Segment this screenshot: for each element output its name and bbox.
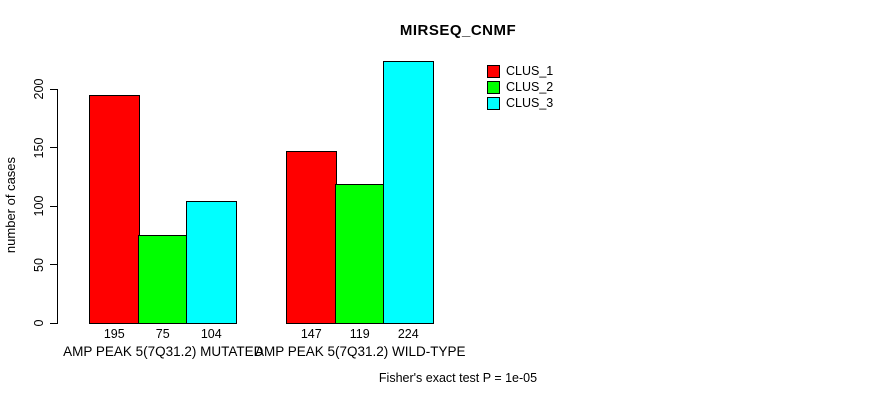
y-tick [50, 322, 57, 324]
legend-label-clus-2: CLUS_2 [506, 80, 554, 94]
bar-clus_2-group1 [137, 235, 188, 324]
bar-clus_3-group1 [186, 201, 237, 324]
y-tick [50, 88, 57, 90]
legend-swatch-clus-2 [487, 81, 500, 94]
y-tick-label: 100 [32, 195, 46, 217]
legend-label-clus-3: CLUS_3 [506, 96, 554, 110]
y-tick-label: 150 [32, 137, 46, 158]
legend-swatch-clus-3 [487, 97, 500, 110]
category-label: AMP PEAK 5(7Q31.2) MUTATED [63, 344, 264, 359]
y-axis-line [57, 89, 58, 324]
bar-value-label: 147 [300, 327, 322, 341]
bar-value-label: 224 [397, 327, 419, 341]
annotation-text: Fisher's exact test P = 1e-05 [378, 371, 538, 385]
legend-label-clus-1: CLUS_1 [506, 64, 554, 78]
bar-clus_1-group1 [89, 94, 140, 324]
bar-value-label: 75 [155, 327, 170, 341]
y-tick-label: 50 [32, 257, 46, 272]
bar-value-label: 195 [103, 327, 125, 341]
y-tick-label: 0 [32, 319, 46, 327]
bar-value-label: 104 [200, 327, 222, 341]
y-axis-label: number of cases [3, 156, 18, 254]
legend-swatch-clus-1 [487, 65, 500, 78]
bar-value-label: 119 [349, 327, 370, 341]
chart-title: MIRSEQ_CNMF [399, 22, 517, 39]
y-tick-label: 200 [32, 78, 46, 100]
legend-item-clus-3: CLUS_3 [487, 97, 553, 110]
bar-clus_2-group2 [334, 183, 385, 324]
bar-clus_1-group2 [286, 151, 337, 324]
category-label: AMP PEAK 5(7Q31.2) WILD-TYPE [254, 344, 466, 359]
y-tick [50, 264, 57, 265]
y-tick [50, 205, 57, 207]
legend: CLUS_1 CLUS_2 CLUS_3 [487, 65, 553, 110]
y-tick [50, 147, 57, 148]
bar-clus_3-group2 [383, 60, 434, 324]
legend-item-clus-1: CLUS_1 [487, 65, 553, 78]
legend-item-clus-2: CLUS_2 [487, 81, 553, 94]
